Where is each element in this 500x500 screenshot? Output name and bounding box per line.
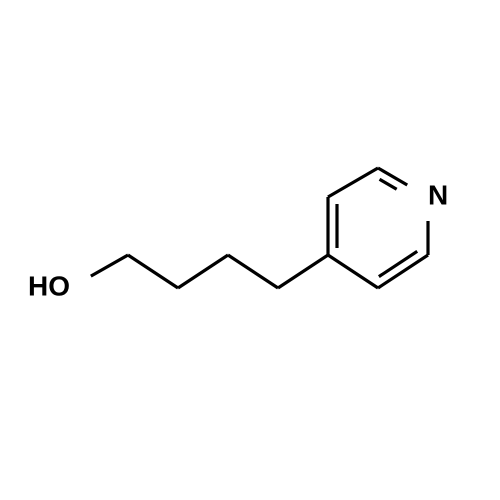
- bond-line: [228, 255, 278, 288]
- bond-line: [278, 255, 328, 288]
- bond-line: [328, 168, 378, 197]
- ho-atom-label: HO: [28, 270, 70, 301]
- molecule-structure: HO N: [0, 0, 500, 500]
- bond-line: [379, 251, 417, 276]
- bond-line: [128, 255, 178, 288]
- bond-line: [178, 255, 228, 288]
- bond-line: [380, 179, 397, 189]
- bond-line: [91, 255, 128, 276]
- n-atom-label: N: [428, 179, 448, 210]
- bond-line: [328, 255, 378, 288]
